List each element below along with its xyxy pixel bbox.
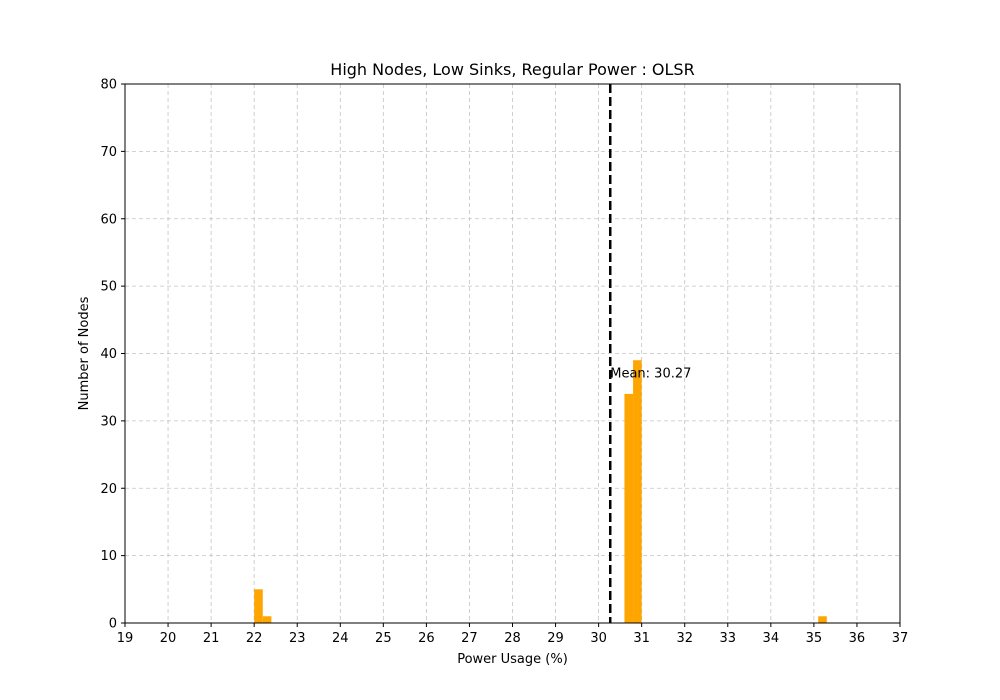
chart-title: High Nodes, Low Sinks, Regular Power : O… [330,60,694,79]
x-tick-label: 20 [160,631,177,646]
histogram-bar [254,589,263,623]
x-tick-label: 23 [289,631,306,646]
grid-layer [124,83,901,624]
y-tick-label: 30 [100,414,117,429]
x-tick-label: 35 [806,631,823,646]
x-tick-label: 29 [547,631,564,646]
x-tick-label: 22 [246,631,263,646]
mean-layer: Mean: 30.27 [608,84,691,623]
x-tick-label: 32 [676,631,693,646]
x-tick-label: 24 [332,631,349,646]
x-tick-label: 34 [763,631,780,646]
x-axis-label: Power Usage (%) [457,652,568,667]
x-tick-label: 33 [720,631,737,646]
x-tick-label: 26 [418,631,435,646]
y-axis-label: Number of Nodes [77,296,92,410]
x-tick-label: 36 [849,631,866,646]
histogram-bar [624,393,634,623]
y-tick-label: 0 [109,617,117,632]
y-tick-label: 80 [100,78,117,93]
x-tick-label: 28 [504,631,521,646]
x-tick-label: 21 [203,631,220,646]
y-axis-ticks: 0 10 20 30 40 50 60 70 80 [100,78,125,632]
mean-label: Mean: 30.27 [610,367,691,382]
y-tick-label: 70 [100,145,117,160]
x-axis-ticks: 19 20 21 22 23 24 25 26 27 28 29 30 31 32 33 34 35 36 37 [117,623,909,646]
bars-layer [254,360,827,623]
y-tick-label: 60 [100,212,117,227]
x-tick-label: 31 [633,631,650,646]
histogram-bar [818,616,827,623]
x-tick-label: 19 [117,631,134,646]
histogram-bar [633,360,642,623]
y-tick-label: 50 [100,280,117,295]
histogram-bar [262,616,272,623]
y-tick-label: 10 [100,549,117,564]
x-tick-label: 37 [892,631,909,646]
y-tick-label: 20 [100,482,117,497]
y-tick-label: 40 [100,347,117,362]
x-tick-label: 30 [590,631,607,646]
x-tick-label: 27 [461,631,478,646]
x-tick-label: 25 [375,631,392,646]
